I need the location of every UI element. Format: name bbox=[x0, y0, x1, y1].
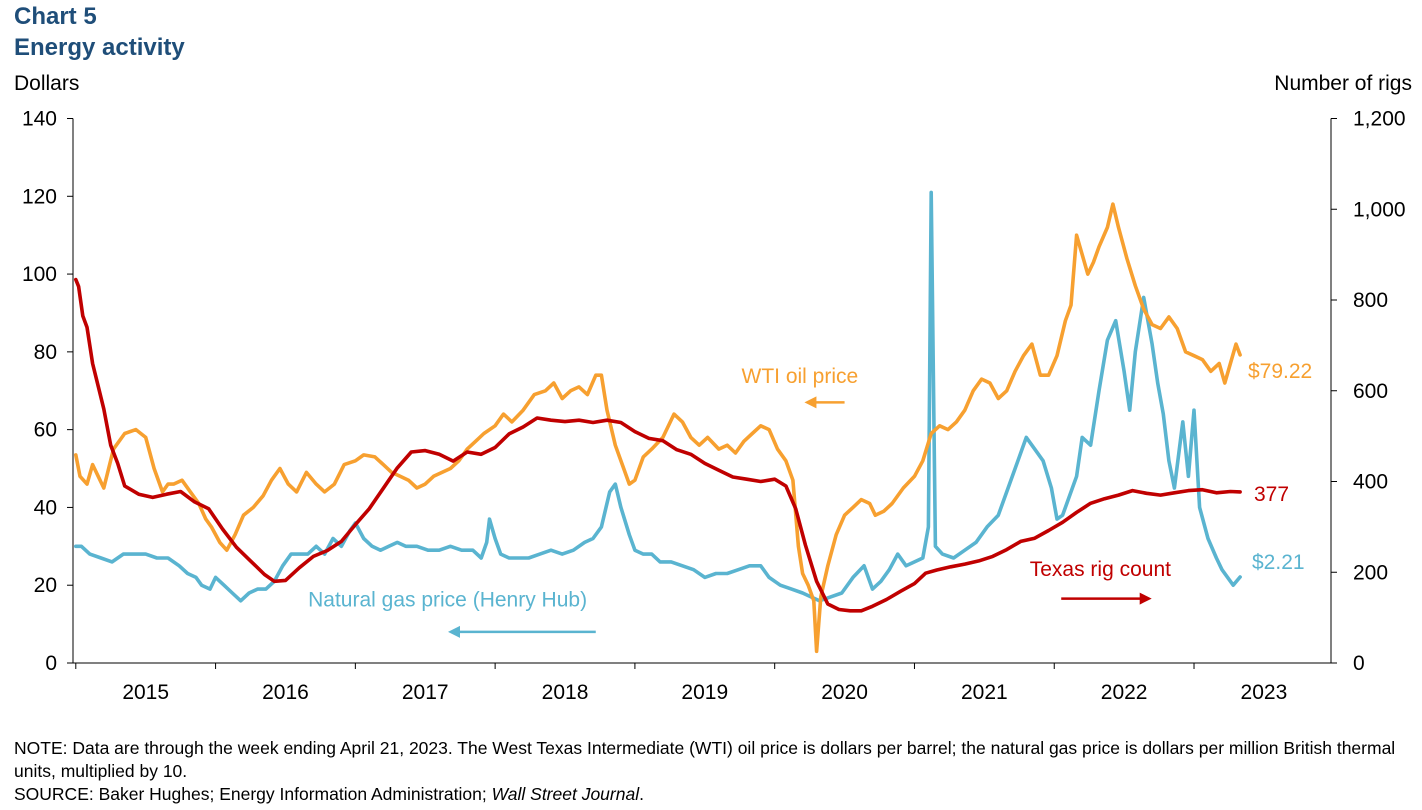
y-tick-label-0: 0 bbox=[45, 652, 57, 675]
x-tick-label-2015: 2015 bbox=[122, 681, 169, 704]
left-axis-unit: Dollars bbox=[14, 72, 80, 95]
x-tick-label-2020: 2020 bbox=[821, 681, 868, 704]
rigs-end-value-label: 377 bbox=[1254, 483, 1289, 506]
x-tick-label-2023: 2023 bbox=[1241, 681, 1288, 704]
chart-number: Chart 5 bbox=[14, 3, 97, 30]
source-italic: Wall Street Journal bbox=[491, 784, 640, 804]
gas-end-value-label: $2.21 bbox=[1252, 551, 1305, 574]
y-tick-label-20: 20 bbox=[34, 574, 57, 597]
y2-tick-label-600: 600 bbox=[1353, 380, 1388, 403]
gas-series-line bbox=[74, 190, 1242, 603]
y-tick-label-40: 40 bbox=[34, 496, 57, 519]
y2-tick-label-400: 400 bbox=[1353, 471, 1388, 494]
y2-tick-label-200: 200 bbox=[1353, 561, 1388, 584]
source-suffix: . bbox=[639, 784, 644, 804]
rigs-annotation-label: Texas rig count bbox=[1030, 558, 1171, 581]
x-tick-label-2021: 2021 bbox=[961, 681, 1008, 704]
x-tick-label-2016: 2016 bbox=[262, 681, 309, 704]
chart-title: Energy activity bbox=[14, 34, 185, 61]
y-tick-label-120: 120 bbox=[22, 185, 57, 208]
y2-tick-label-800: 800 bbox=[1353, 289, 1388, 312]
energy-activity-chart: 0 20 40 60 80 100 120 140 0 200 400 600 800 1,000 1,20… bbox=[22, 108, 1406, 705]
rigs-annotation-arrow-head bbox=[1139, 592, 1152, 605]
x-tick-label-2022: 2022 bbox=[1101, 681, 1148, 704]
source-prefix: SOURCE: Baker Hughes; Energy Information… bbox=[14, 784, 492, 804]
wti-series-line bbox=[74, 202, 1242, 654]
wti-end-value-label: $79.22 bbox=[1248, 360, 1312, 383]
gas-annotation-arrow-head bbox=[447, 625, 460, 638]
right-axis-unit: Number of rigs bbox=[1274, 72, 1412, 95]
y2-tick-label-1200: 1,200 bbox=[1353, 108, 1406, 131]
chart-notes: NOTE: Data are through the week ending A… bbox=[14, 737, 1414, 806]
x-tick-label-2017: 2017 bbox=[402, 681, 449, 704]
rigs-series-line bbox=[74, 277, 1242, 613]
source-text: SOURCE: Baker Hughes; Energy Information… bbox=[14, 783, 1414, 806]
y2-tick-label-1000: 1,000 bbox=[1353, 198, 1406, 221]
y-tick-label-60: 60 bbox=[34, 419, 57, 442]
y2-tick-label-0: 0 bbox=[1353, 652, 1365, 675]
wti-annotation-label: WTI oil price bbox=[742, 365, 859, 388]
note-text: NOTE: Data are through the week ending A… bbox=[14, 738, 1396, 781]
y-tick-label-100: 100 bbox=[22, 263, 57, 286]
x-tick-label-2019: 2019 bbox=[681, 681, 728, 704]
x-tick-label-2018: 2018 bbox=[542, 681, 589, 704]
wti-annotation-arrow-head bbox=[804, 396, 817, 409]
gas-annotation-label: Natural gas price (Henry Hub) bbox=[308, 589, 587, 612]
y-tick-label-140: 140 bbox=[22, 108, 57, 131]
y-tick-label-80: 80 bbox=[34, 341, 57, 364]
